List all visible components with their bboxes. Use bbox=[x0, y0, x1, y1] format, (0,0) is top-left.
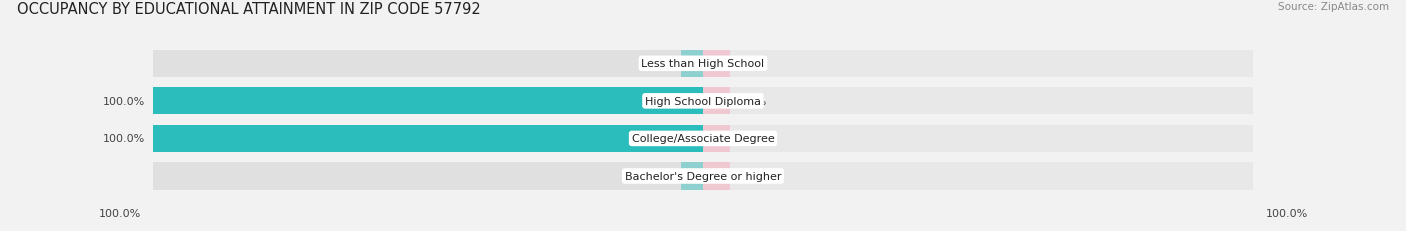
Bar bbox=[703, 51, 731, 77]
Bar bbox=[703, 125, 731, 152]
Bar bbox=[703, 125, 1253, 152]
Bar bbox=[703, 88, 731, 115]
Text: 100.0%: 100.0% bbox=[98, 208, 141, 218]
Text: 0.0%: 0.0% bbox=[738, 59, 768, 69]
Text: High School Diploma: High School Diploma bbox=[645, 96, 761, 106]
Bar bbox=[703, 163, 1253, 190]
Text: Less than High School: Less than High School bbox=[641, 59, 765, 69]
Text: 0.0%: 0.0% bbox=[738, 96, 768, 106]
Bar bbox=[153, 88, 703, 115]
Bar bbox=[681, 163, 703, 190]
Text: 0.0%: 0.0% bbox=[644, 59, 672, 69]
Bar bbox=[703, 88, 1253, 115]
Bar bbox=[153, 51, 703, 77]
Text: Bachelor's Degree or higher: Bachelor's Degree or higher bbox=[624, 171, 782, 181]
Text: 100.0%: 100.0% bbox=[103, 96, 145, 106]
Bar bbox=[681, 51, 703, 77]
Text: Source: ZipAtlas.com: Source: ZipAtlas.com bbox=[1278, 2, 1389, 12]
Bar bbox=[153, 163, 703, 190]
Text: 0.0%: 0.0% bbox=[738, 134, 768, 144]
Text: OCCUPANCY BY EDUCATIONAL ATTAINMENT IN ZIP CODE 57792: OCCUPANCY BY EDUCATIONAL ATTAINMENT IN Z… bbox=[17, 2, 481, 17]
Bar bbox=[153, 88, 703, 115]
Text: 0.0%: 0.0% bbox=[738, 171, 768, 181]
Bar bbox=[703, 51, 1253, 77]
Text: 0.0%: 0.0% bbox=[644, 171, 672, 181]
Bar bbox=[703, 163, 731, 190]
Text: College/Associate Degree: College/Associate Degree bbox=[631, 134, 775, 144]
Text: 100.0%: 100.0% bbox=[103, 134, 145, 144]
Bar bbox=[153, 125, 703, 152]
Text: 100.0%: 100.0% bbox=[1265, 208, 1308, 218]
Bar bbox=[153, 125, 703, 152]
